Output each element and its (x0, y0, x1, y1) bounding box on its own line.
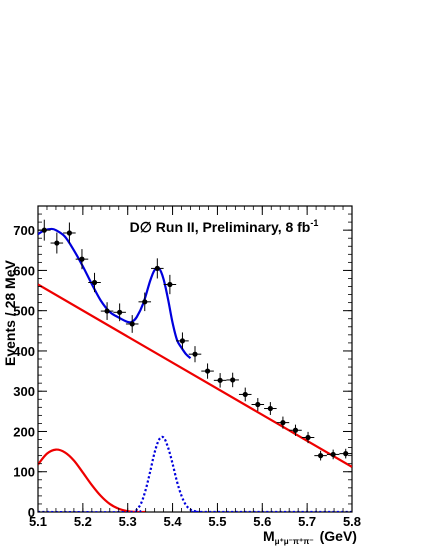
data-point-marker (267, 405, 273, 412)
data-point-marker (217, 377, 223, 383)
data-point (264, 402, 277, 415)
y-tick-label: 400 (13, 344, 35, 359)
data-point (113, 303, 126, 322)
data-point (238, 387, 252, 402)
data-point (301, 431, 315, 444)
signal-curve (38, 435, 352, 512)
data-point-marker (292, 427, 299, 433)
data-point (151, 258, 164, 279)
data-point (88, 272, 101, 293)
data-point-marker (179, 338, 186, 344)
data-point-marker (305, 434, 311, 441)
data-point-marker (318, 453, 324, 459)
data-point-marker (91, 279, 98, 286)
data-points (38, 219, 352, 461)
data-point (138, 292, 152, 312)
y-tick-label: 200 (13, 424, 35, 439)
data-point-marker (79, 256, 85, 262)
data-point-marker (330, 451, 336, 458)
data-point-marker (142, 299, 148, 305)
y-tick-label: 600 (13, 263, 35, 278)
y-tick-label: 500 (13, 304, 35, 319)
data-point-marker (204, 368, 211, 374)
data-point-marker (54, 240, 60, 246)
axis-ticks: 5.1 5.2 5.3 5.4 5.5 5.6 5.7 5.8 0 100 200 300 400 500… (13, 205, 361, 529)
data-point-marker (66, 230, 72, 236)
data-point (50, 232, 64, 254)
x-tick-label: 5.3 (119, 514, 137, 529)
data-point (226, 372, 239, 388)
data-point (339, 448, 352, 459)
data-point (75, 249, 89, 270)
data-point (289, 424, 302, 436)
data-point-marker (167, 281, 173, 288)
x-tick-label: 5.7 (298, 514, 316, 529)
x-tick-label: 5.8 (343, 514, 361, 529)
data-point (251, 398, 265, 411)
y-tick-label: 700 (13, 223, 35, 238)
data-point-marker (117, 309, 123, 315)
chart-annotation: D∅ Run II, Preliminary, 8 fb-1 (130, 218, 319, 235)
background-linear-curve (38, 283, 352, 468)
data-point (201, 363, 214, 379)
y-tick-label: 300 (13, 384, 35, 399)
data-point (100, 302, 114, 320)
data-point (314, 450, 327, 461)
y-axis-label: Events / 28 MeV (2, 260, 18, 366)
data-point-marker (104, 308, 110, 314)
data-point-marker (192, 351, 198, 357)
x-tick-label: 5.2 (74, 514, 92, 529)
y-tick-label: 0 (28, 505, 35, 520)
data-point (176, 332, 189, 350)
y-tick-label: 100 (13, 465, 35, 480)
data-point-marker (230, 377, 236, 383)
data-point-marker (129, 321, 135, 327)
x-tick-label: 5.1 (29, 514, 47, 529)
data-point-marker (280, 420, 286, 426)
x-axis-label: Mμ⁺μ⁻π⁺π⁻ (GeV) (263, 528, 357, 546)
data-point-marker (255, 401, 261, 408)
data-point (63, 222, 76, 244)
data-point-marker (343, 451, 349, 457)
x-tick-label: 5.5 (208, 514, 226, 529)
data-point (213, 373, 227, 388)
data-point (163, 274, 177, 295)
data-point (276, 416, 290, 429)
data-point-marker (242, 391, 248, 398)
x-tick-label: 5.6 (253, 514, 271, 529)
data-point (326, 449, 340, 460)
data-point-marker (154, 265, 160, 272)
x-tick-label: 5.4 (164, 514, 183, 529)
data-point (188, 346, 202, 363)
data-point (125, 315, 139, 333)
